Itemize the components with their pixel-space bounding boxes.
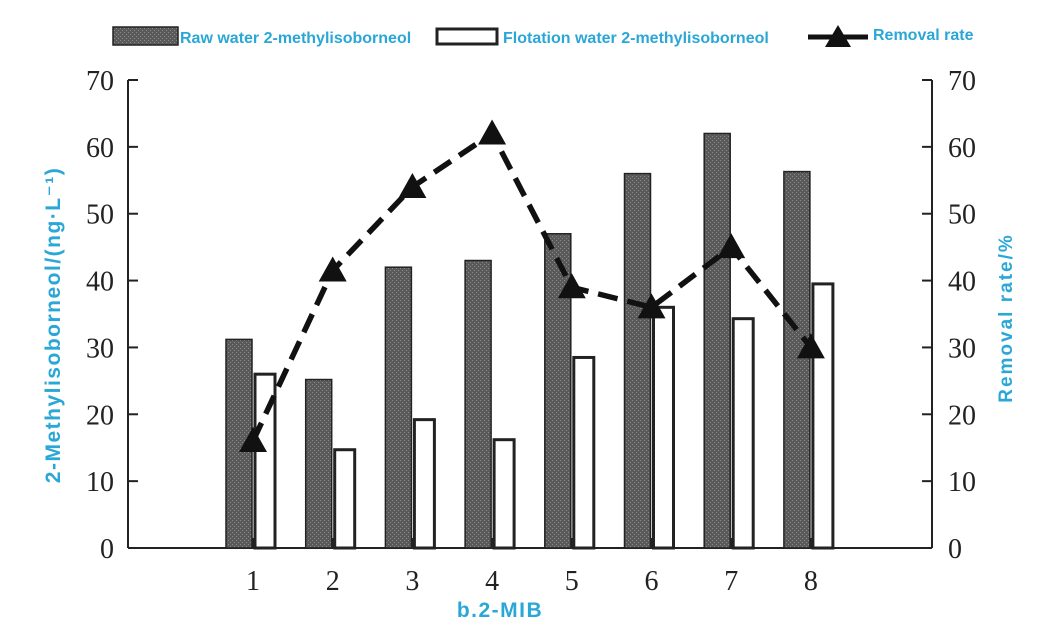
- left-y-tick-label: 30: [86, 333, 114, 364]
- y-axis-title-left: 2-Methylisoborneol/(ng·L⁻¹): [42, 167, 65, 483]
- left-y-tick-label: 50: [86, 200, 114, 231]
- x-tick-label: 4: [485, 566, 499, 597]
- left-y-tick-label: 0: [100, 534, 114, 565]
- x-tick-label: 6: [645, 566, 659, 597]
- left-y-tick-label: 20: [86, 400, 114, 431]
- x-tick-label: 1: [246, 566, 260, 597]
- removal-rate-point: [318, 256, 347, 282]
- bar-raw-water: [783, 170, 811, 549]
- bar-flotation-water: [811, 282, 835, 550]
- y-axis-title-right: Removal rate/%: [996, 233, 1017, 403]
- left-y-tick-label: 70: [86, 66, 114, 97]
- bar-flotation-water: [731, 317, 755, 550]
- bar-raw-water: [623, 172, 652, 549]
- left-y-tick-label: 40: [86, 267, 114, 298]
- right-y-tick-label: 0: [948, 534, 962, 565]
- bars: [225, 132, 835, 550]
- legend: Raw water 2-methylisoborneol Flotation w…: [112, 25, 974, 47]
- removal-rate-point: [478, 119, 507, 145]
- bar-flotation-water: [412, 418, 436, 550]
- legend-swatch-raw: [112, 26, 179, 46]
- right-y-tick-label: 60: [948, 133, 976, 164]
- bar-raw-water: [384, 266, 413, 549]
- bar-flotation-water: [652, 305, 675, 550]
- x-axis-title: b.2-MIB: [457, 599, 543, 622]
- left-y-ticks: 0 10 20 30 40 50 60 70: [86, 66, 138, 565]
- x-tick-label: 7: [724, 566, 738, 597]
- removal-rate-point: [637, 293, 666, 319]
- x-tick-label: 5: [565, 566, 579, 597]
- legend-marker-removal: [825, 25, 851, 47]
- right-y-tick-label: 50: [948, 200, 976, 231]
- legend-swatch-flotation: [435, 27, 499, 46]
- removal-rate-point: [239, 427, 267, 453]
- removal-rate-point: [398, 172, 427, 198]
- bar-raw-water: [464, 259, 492, 549]
- bar-flotation-water: [333, 448, 357, 550]
- bar-flotation-water: [572, 355, 596, 550]
- bar-flotation-water: [492, 438, 516, 550]
- right-y-tick-label: 70: [948, 66, 976, 97]
- removal-rate-series: [239, 119, 825, 453]
- legend-label-flotation: Flotation water 2-methylisoborneol: [503, 30, 769, 47]
- legend-label-raw: Raw water 2-methylisoborneol: [180, 30, 411, 47]
- right-y-ticks: 0 10 20 30 40 50 60 70: [922, 66, 976, 565]
- legend-label-removal: Removal rate: [873, 27, 974, 44]
- removal-rate-point: [557, 273, 586, 299]
- removal-rate-point: [717, 233, 746, 259]
- bar-raw-water: [544, 233, 572, 549]
- x-tick-label: 8: [804, 566, 818, 597]
- right-y-tick-label: 30: [948, 333, 976, 364]
- right-y-tick-label: 40: [948, 267, 976, 298]
- removal-rate-point: [796, 333, 825, 359]
- left-y-tick-label: 60: [86, 133, 114, 164]
- bar-raw-water: [703, 132, 731, 549]
- bar-flotation-water: [253, 372, 277, 550]
- x-tick-label: 3: [405, 566, 419, 597]
- right-y-tick-label: 20: [948, 400, 976, 431]
- x-ticks: 1 2 3 4 5 6 7 8: [246, 538, 818, 597]
- right-y-tick-label: 10: [948, 467, 976, 498]
- x-tick-label: 2: [326, 566, 340, 597]
- left-y-tick-label: 10: [86, 467, 114, 498]
- bar-raw-water: [304, 378, 333, 549]
